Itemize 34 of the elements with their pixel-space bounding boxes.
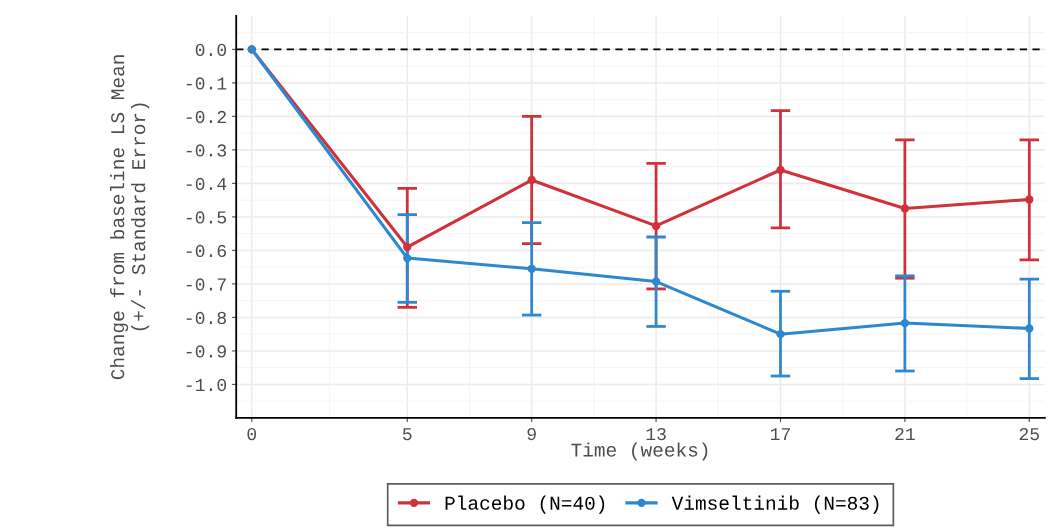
y-tick-label: -0.1 (186, 77, 227, 90)
y-axis-title: Change from baseline LS Mean (+/- Standard Error) (110, 55, 150, 380)
y-tick-label: -0.3 (186, 144, 227, 157)
point (403, 242, 412, 252)
legend-label: Vimseltinib (N=83) (671, 495, 879, 514)
y-tick-label: -0.2 (186, 110, 226, 124)
point (1025, 324, 1034, 333)
x-tick-label: 5 (402, 428, 412, 441)
point (527, 264, 536, 273)
x-tick-label: 13 (646, 427, 666, 441)
y-tick-label: 0.0 (195, 43, 227, 57)
y-tick-label: -0.7 (186, 278, 226, 291)
x-tick-label: 21 (895, 427, 915, 441)
legend-label: Placebo (N=40) (445, 495, 605, 514)
y-tick-label: -0.8 (186, 311, 226, 325)
y-tick-label: -0.6 (186, 244, 226, 258)
y-tick-label: -0.5 (186, 211, 227, 224)
point (776, 165, 785, 175)
point (900, 204, 910, 213)
x-tick-label: 25 (1019, 427, 1039, 441)
x-tick-label: 0 (247, 427, 257, 441)
point (900, 318, 910, 328)
y-tick-label: -0.9 (186, 345, 226, 358)
point (1025, 195, 1034, 204)
point (651, 221, 661, 231)
point (403, 253, 412, 263)
y-tick-label: -1.0 (186, 378, 227, 392)
point (651, 277, 661, 286)
point (527, 175, 536, 185)
x-tick-label: 9 (527, 427, 536, 441)
y-tick-label: -0.4 (186, 177, 227, 191)
x-axis-title: Time (weeks) (571, 442, 708, 461)
point (776, 329, 785, 339)
x-tick-label: 17 (770, 428, 790, 441)
